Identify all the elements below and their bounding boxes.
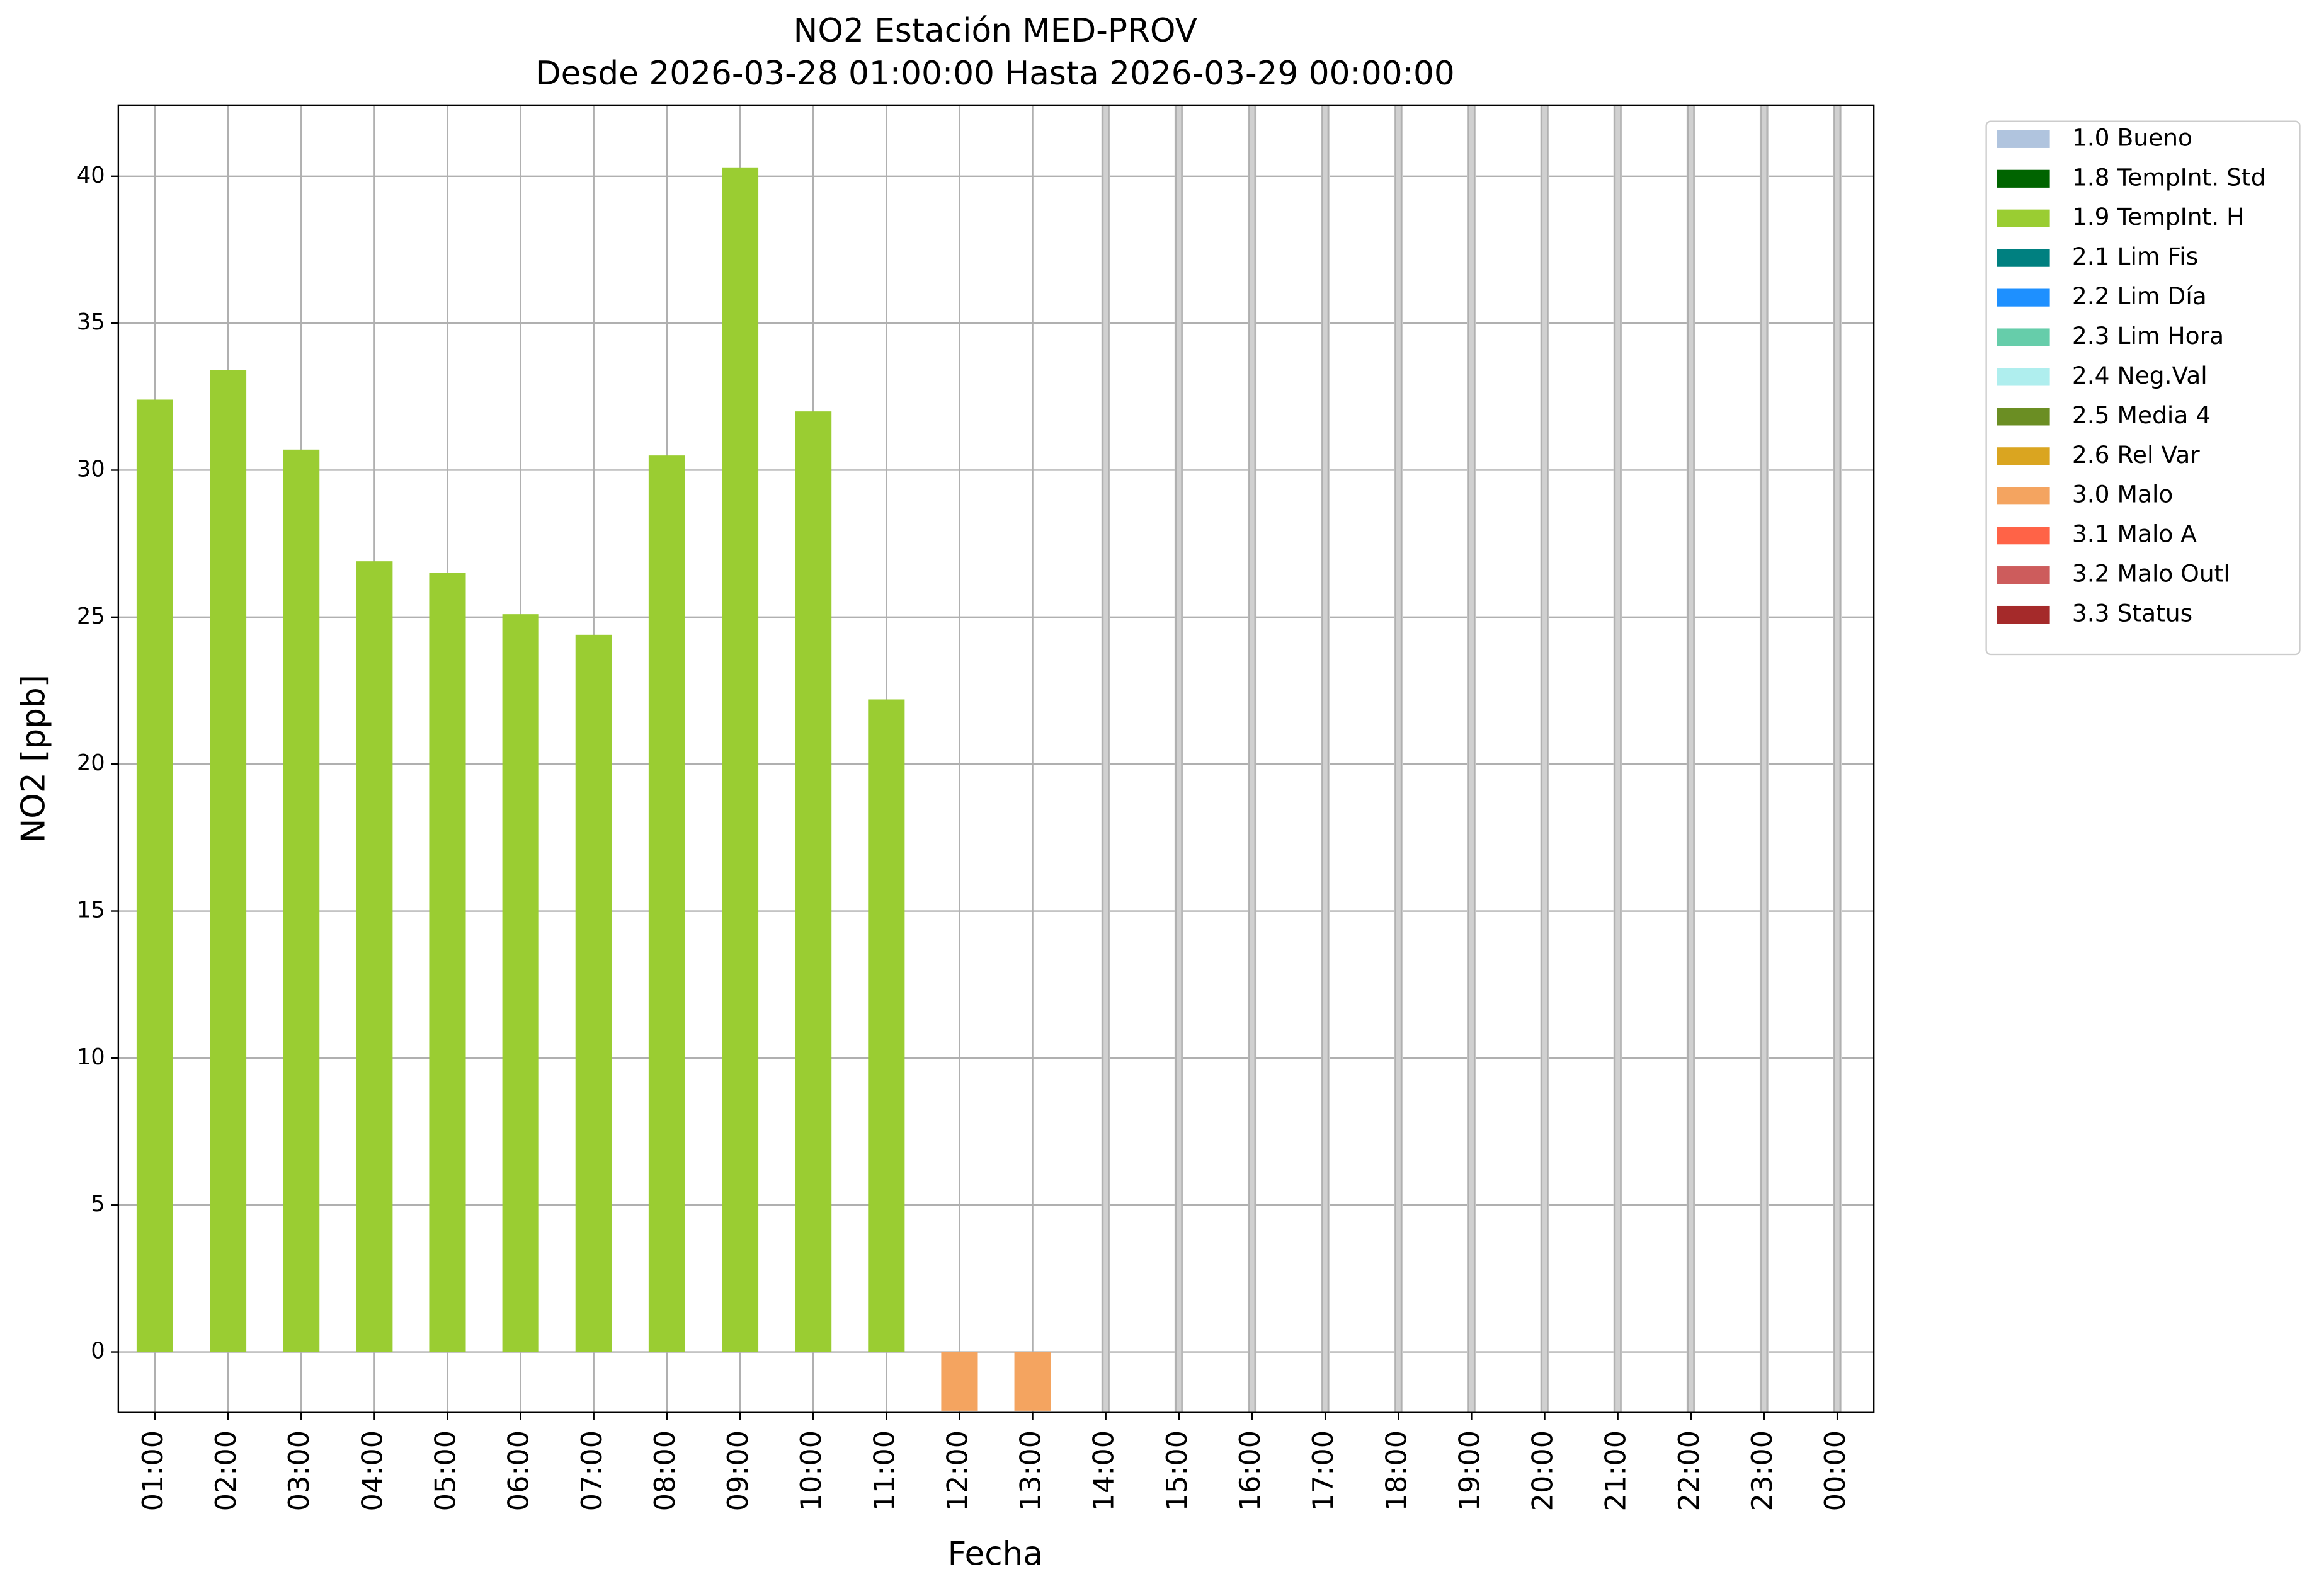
legend-label: 3.1 Malo A (2072, 520, 2197, 548)
plot-frame (117, 104, 1875, 1413)
x-tick-label: 01:00 (137, 1430, 169, 1512)
legend-label: 2.5 Media 4 (2072, 401, 2211, 429)
y-tick-label: 20 (77, 750, 105, 776)
legend-swatch (1997, 566, 2050, 584)
legend-swatch (1997, 209, 2050, 227)
x-tick-label: 19:00 (1453, 1430, 1486, 1512)
legend-label: 3.3 Status (2072, 600, 2192, 627)
x-tick-label: 15:00 (1161, 1430, 1194, 1512)
legend-swatch (1997, 130, 2050, 148)
y-tick-label: 10 (77, 1044, 105, 1070)
x-tick-label: 22:00 (1673, 1430, 1706, 1512)
legend-label: 1.9 TempInt. H (2072, 203, 2245, 231)
legend-label: 3.0 Malo (2072, 481, 2174, 508)
chart-title: NO2 Estación MED-PROV (794, 12, 1197, 50)
bar (868, 699, 905, 1352)
x-tick-label: 18:00 (1380, 1430, 1413, 1512)
legend-swatch (1997, 249, 2050, 267)
legend-swatch (1997, 288, 2050, 307)
bar (1014, 1352, 1051, 1411)
x-axis-label: Fecha (948, 1535, 1043, 1573)
legend-swatch (1997, 605, 2050, 624)
bar (648, 455, 685, 1352)
legend-swatch (1997, 408, 2050, 426)
x-tick-label: 12:00 (941, 1430, 974, 1512)
x-tick-label: 02:00 (210, 1430, 242, 1512)
x-tick-label: 06:00 (503, 1430, 535, 1512)
legend-label: 2.3 Lim Hora (2072, 322, 2224, 350)
x-tick-label: 11:00 (868, 1430, 901, 1512)
y-tick-label: 35 (77, 309, 105, 335)
legend-swatch (1997, 527, 2050, 545)
legend-swatch (1997, 368, 2050, 386)
x-tick-label: 23:00 (1746, 1430, 1779, 1512)
chart-subtitle: Desde 2026-03-28 01:00:00 Hasta 2026-03-… (536, 55, 1455, 93)
x-tick-label: 13:00 (1015, 1430, 1047, 1512)
legend-label: 1.8 TempInt. Std (2072, 163, 2266, 191)
y-tick-label: 40 (77, 162, 105, 188)
x-tick-label: 20:00 (1527, 1430, 1559, 1512)
bar (941, 1352, 978, 1411)
legend-label: 3.2 Malo Outl (2072, 560, 2230, 588)
y-axis-label: NO2 [ppb] (14, 675, 52, 843)
y-tick-label: 15 (77, 898, 105, 923)
bar (429, 573, 466, 1352)
bar (210, 370, 247, 1352)
x-tick-label: 21:00 (1600, 1430, 1632, 1512)
bar (283, 449, 320, 1352)
x-tick-label: 17:00 (1307, 1430, 1340, 1512)
legend-label: 1.0 Bueno (2072, 123, 2192, 151)
bar (136, 399, 173, 1352)
bar (356, 561, 393, 1352)
y-tick-label: 25 (77, 603, 105, 629)
x-tick-label: 08:00 (649, 1430, 681, 1512)
legend-swatch (1997, 169, 2050, 188)
legend-label: 2.1 Lim Fis (2072, 242, 2198, 270)
legend-swatch (1997, 487, 2050, 505)
x-tick-label: 09:00 (722, 1430, 755, 1512)
legend-label: 2.6 Rel Var (2072, 441, 2200, 469)
x-tick-label: 14:00 (1088, 1430, 1120, 1512)
legend-box (1985, 120, 2301, 656)
bar (575, 634, 612, 1352)
y-tick-label: 0 (91, 1338, 105, 1364)
bar (502, 614, 539, 1352)
x-tick-label: 00:00 (1819, 1430, 1852, 1512)
y-tick-label: 5 (91, 1191, 105, 1217)
legend-label: 2.2 Lim Día (2072, 282, 2207, 310)
x-tick-label: 16:00 (1234, 1430, 1267, 1512)
bar (795, 411, 832, 1352)
x-tick-label: 07:00 (576, 1430, 608, 1512)
x-tick-label: 04:00 (356, 1430, 389, 1512)
x-tick-label: 10:00 (795, 1430, 828, 1512)
y-tick-label: 30 (77, 456, 105, 482)
legend-swatch (1997, 447, 2050, 465)
bar (722, 167, 759, 1352)
x-tick-label: 05:00 (429, 1430, 462, 1512)
x-tick-label: 03:00 (283, 1430, 316, 1512)
legend-label: 2.4 Neg.Val (2072, 362, 2208, 389)
legend-swatch (1997, 328, 2050, 346)
